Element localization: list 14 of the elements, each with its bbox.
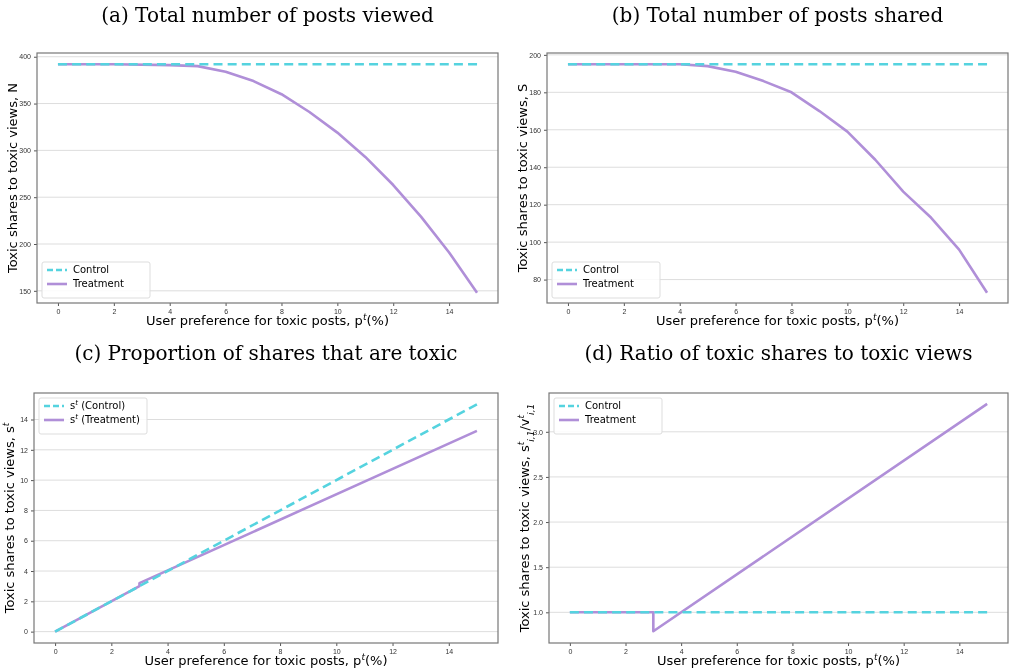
legend-label: Control (73, 264, 110, 275)
y-axis-title: Toxic shares to toxic views, S (515, 83, 530, 274)
legend-label: Control (583, 264, 620, 275)
chart-title: (b) Total number of posts shared (611, 3, 944, 27)
legend-label: s$^{t}$ (Control) (70, 399, 126, 411)
legend-label: Treatment (72, 278, 124, 289)
chart-title: (d) Ratio of toxic shares to toxic views (584, 341, 973, 365)
chart-title: (a) Total number of posts viewed (101, 3, 434, 27)
chart-title: (c) Proportion of shares that are toxic (74, 341, 458, 365)
legend-label: s$^{t}$ (Treatment) (70, 413, 140, 425)
y-axis-title: Toxic shares to toxic views, N (5, 83, 20, 274)
legend-label: Treatment (582, 278, 634, 289)
legend-label: Treatment (584, 414, 636, 425)
legend-label: Control (585, 400, 622, 411)
